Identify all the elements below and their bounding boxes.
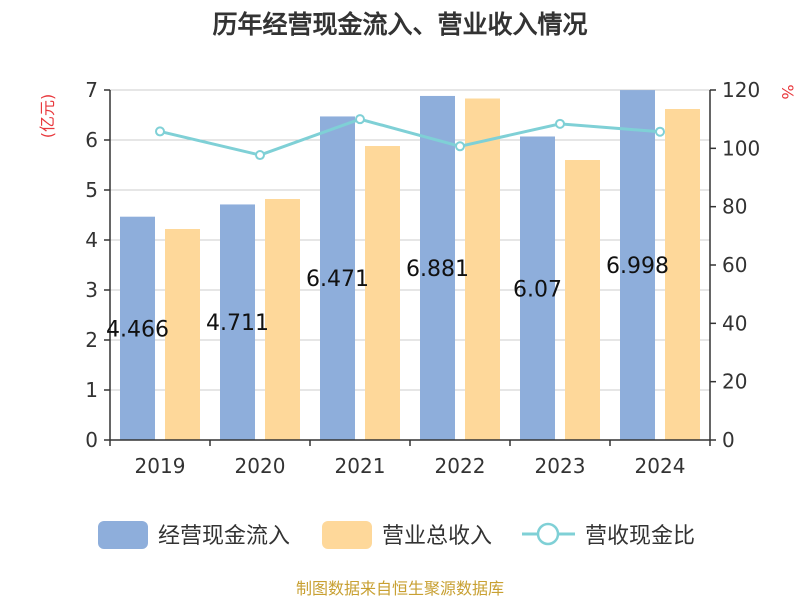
line-point <box>555 118 565 129</box>
y-right-axis-label: % <box>778 84 797 99</box>
legend-swatch-bar <box>98 521 148 549</box>
line-point <box>155 126 165 137</box>
legend: 经营现金流入 营业总收入 营收现金比 <box>98 521 695 549</box>
y-left-tick-label: 5 <box>85 178 98 202</box>
y-right-tick-label: 100 <box>722 136 760 160</box>
x-tick-label: 2021 <box>335 454 386 478</box>
bar <box>165 229 200 440</box>
y-left-tick-label: 7 <box>85 78 98 102</box>
line-series <box>155 114 665 161</box>
chart-title: 历年经营现金流入、营业收入情况 <box>212 10 587 39</box>
legend-swatch-marker <box>536 522 560 546</box>
bar <box>420 95 455 440</box>
y-right-tick-label: 60 <box>722 253 747 277</box>
data-labels: 4.466 4.711 6.471 6.881 6.07 6.998 <box>106 254 669 342</box>
legend-label: 营业总收入 <box>382 524 492 549</box>
x-tick-label: 2019 <box>135 454 186 478</box>
line-point <box>355 114 365 125</box>
data-label: 4.466 <box>106 317 169 342</box>
bar-series <box>120 90 700 440</box>
line-point <box>455 141 465 152</box>
y-right-tick-label: 0 <box>722 428 735 452</box>
legend-swatch-bar <box>322 521 372 549</box>
y-right-tick-label: 20 <box>722 370 747 394</box>
y-left-tick-label: 2 <box>85 328 98 352</box>
data-label: 6.471 <box>306 267 369 292</box>
data-label: 6.881 <box>406 257 469 282</box>
data-label: 6.07 <box>513 277 562 302</box>
data-label: 4.711 <box>206 311 269 336</box>
y-left-tick-label: 6 <box>85 128 98 152</box>
legend-label: 经营现金流入 <box>158 524 290 549</box>
data-label: 6.998 <box>606 254 669 279</box>
y-right-tick-label: 120 <box>722 78 760 102</box>
source-note: 制图数据来自恒生聚源数据库 <box>296 579 504 598</box>
line-point <box>255 150 265 161</box>
x-tick-label: 2022 <box>435 454 486 478</box>
x-tick-label: 2023 <box>535 454 586 478</box>
y-right-tick-label: 80 <box>722 195 747 219</box>
line-point <box>655 126 665 137</box>
y-left-axis-label: (亿元) <box>38 94 57 139</box>
bar <box>120 216 155 440</box>
x-tick-label: 2024 <box>635 454 686 478</box>
bar <box>220 204 255 440</box>
bar <box>565 160 600 440</box>
y-left-tick-label: 0 <box>85 428 98 452</box>
y-left-tick-label: 4 <box>85 228 98 252</box>
bar <box>265 199 300 440</box>
bar <box>620 90 655 440</box>
bar <box>365 146 400 440</box>
x-tick-label: 2020 <box>235 454 286 478</box>
line-path <box>159 117 661 157</box>
y-left-tick-label: 3 <box>85 278 98 302</box>
bar <box>320 116 355 440</box>
axes: 0 1 2 3 4 5 6 7 0 20 40 60 80 100 120 2019 2020 2021 2022 2… <box>85 78 760 478</box>
y-left-tick-label: 1 <box>85 378 98 402</box>
y-right-tick-label: 40 <box>722 311 747 335</box>
bar <box>465 98 500 440</box>
bar <box>665 109 700 440</box>
gridlines <box>110 89 710 391</box>
legend-label: 营收现金比 <box>585 524 695 549</box>
bar <box>520 136 555 440</box>
